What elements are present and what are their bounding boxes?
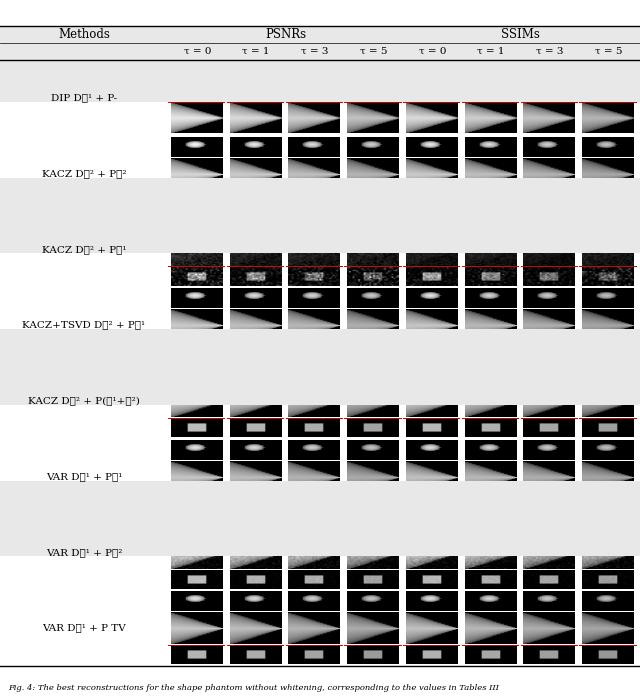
Text: τ = 5: τ = 5 [360, 47, 387, 56]
Bar [0, 480, 640, 556]
Text: SSIMs: SSIMs [501, 28, 540, 41]
Text: VAR Dℓ¹ + Pℓ²: VAR Dℓ¹ + Pℓ² [46, 548, 122, 557]
Text: VAR Dℓ¹ + P TV: VAR Dℓ¹ + P TV [42, 623, 126, 632]
Text: VAR Dℓ¹ + Pℓ¹: VAR Dℓ¹ + Pℓ¹ [46, 472, 122, 481]
Text: τ = 0: τ = 0 [184, 47, 211, 56]
Text: τ = 5: τ = 5 [595, 47, 622, 56]
Text: τ = 1: τ = 1 [243, 47, 270, 56]
Text: KACZ Dℓ² + Pℓ²: KACZ Dℓ² + Pℓ² [42, 169, 126, 178]
Text: τ = 0: τ = 0 [419, 47, 446, 56]
Text: DIP Dℓ¹ + P-: DIP Dℓ¹ + P- [51, 94, 117, 103]
Text: KACZ Dℓ² + P(ℓ¹+ℓ²): KACZ Dℓ² + P(ℓ¹+ℓ²) [28, 396, 140, 406]
Text: τ = 1: τ = 1 [477, 47, 505, 56]
Text: PSNRs: PSNRs [265, 28, 306, 41]
Text: Fig. 4: The best reconstructions for the shape phantom without whitening, corres: Fig. 4: The best reconstructions for the… [8, 684, 499, 692]
Bar [0, 329, 640, 405]
Text: Methods: Methods [58, 28, 110, 41]
Text: τ = 3: τ = 3 [536, 47, 564, 56]
Text: KACZ+TSVD Dℓ² + Pℓ¹: KACZ+TSVD Dℓ² + Pℓ¹ [22, 320, 145, 329]
Text: τ = 3: τ = 3 [301, 47, 328, 56]
Bar [0, 26, 640, 102]
Bar [0, 177, 640, 253]
Text: KACZ Dℓ² + Pℓ¹: KACZ Dℓ² + Pℓ¹ [42, 245, 126, 254]
